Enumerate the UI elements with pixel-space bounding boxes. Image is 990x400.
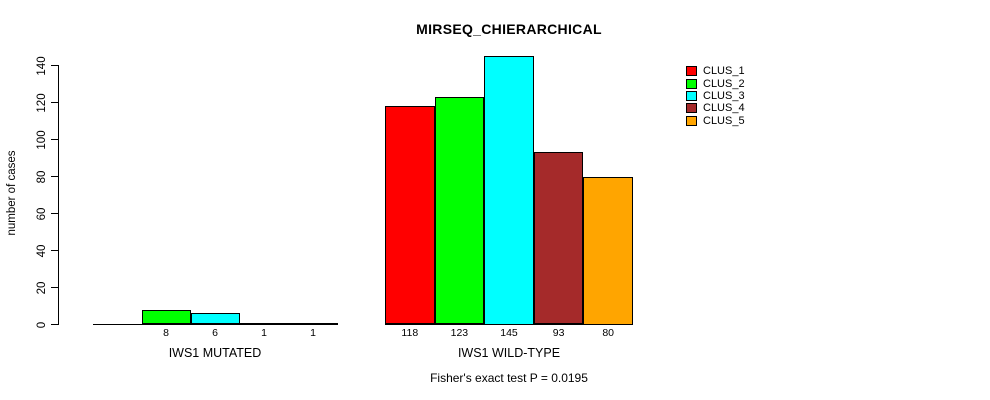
- legend-row-clus_2: CLUS_2: [686, 77, 745, 90]
- group-baseline: [92, 323, 338, 326]
- bar-value-label: 6: [212, 326, 218, 339]
- legend-swatch-clus_5: [686, 115, 697, 126]
- legend-swatch-clus_4: [686, 103, 697, 114]
- legend-swatch-clus_3: [686, 90, 697, 101]
- legend-label: CLUS_2: [703, 77, 745, 90]
- group-label: IWS1 WILD-TYPE: [457, 346, 561, 360]
- legend-row-clus_1: CLUS_1: [686, 65, 745, 77]
- legend-row-clus_4: CLUS_4: [686, 102, 745, 114]
- chart-title: MIRSEQ_CHIERARCHICAL: [416, 21, 602, 37]
- stat-annotation: Fisher's exact test P = 0.0195: [430, 371, 588, 385]
- y-tick-label: 40: [36, 244, 48, 257]
- y-axis-title: number of cases: [6, 150, 18, 236]
- bar-value-label: 145: [500, 326, 518, 339]
- bar-clus_3-group2: [484, 56, 534, 325]
- bar-clus_2-group2: [434, 96, 485, 325]
- y-tick-mark: [51, 212, 58, 215]
- bar-clus_1-group2: [385, 106, 435, 325]
- y-tick-mark: [51, 323, 58, 326]
- y-tick-label: 0: [36, 321, 48, 328]
- bar-value-label: 93: [552, 326, 565, 339]
- legend-swatch-clus_2: [686, 78, 697, 89]
- bar-value-label: 123: [450, 326, 469, 339]
- legend-swatch-clus_1: [686, 66, 697, 77]
- legend-row-clus_3: CLUS_3: [686, 90, 745, 102]
- y-tick-label: 120: [36, 92, 48, 113]
- y-tick-mark: [51, 138, 58, 141]
- group-label: IWS1 MUTATED: [168, 346, 262, 360]
- legend-label: CLUS_4: [703, 102, 745, 115]
- y-tick-mark: [51, 175, 58, 178]
- y-tick-mark: [51, 249, 58, 252]
- bar-value-label: 118: [401, 326, 419, 339]
- legend: CLUS_1 CLUS_2 CLUS_3 CLUS_4 CLUS_5: [686, 65, 745, 127]
- legend-label: CLUS_1: [703, 65, 745, 78]
- y-tick-label: 80: [36, 170, 48, 183]
- bar-clus_5-group2: [583, 176, 633, 325]
- y-tick-mark: [51, 286, 58, 289]
- y-tick-label: 140: [36, 55, 48, 76]
- y-tick-label: 20: [36, 281, 48, 294]
- y-tick-mark: [51, 101, 58, 104]
- bar-value-label: 1: [310, 326, 316, 339]
- bar-value-label: 8: [163, 326, 169, 339]
- bar-value-label: 1: [261, 326, 267, 339]
- group-baseline: [385, 323, 633, 326]
- bar-clus_2-group1: [141, 309, 191, 325]
- y-tick-label: 100: [36, 129, 48, 150]
- legend-label: CLUS_5: [703, 114, 745, 127]
- bar-clus_4-group2: [533, 152, 584, 325]
- legend-label: CLUS_3: [703, 89, 745, 102]
- y-tick-mark: [51, 64, 58, 67]
- bar-value-label: 80: [602, 326, 615, 339]
- y-tick-label: 60: [36, 207, 48, 220]
- legend-row-clus_5: CLUS_5: [686, 115, 745, 127]
- y-axis-line: [58, 65, 60, 325]
